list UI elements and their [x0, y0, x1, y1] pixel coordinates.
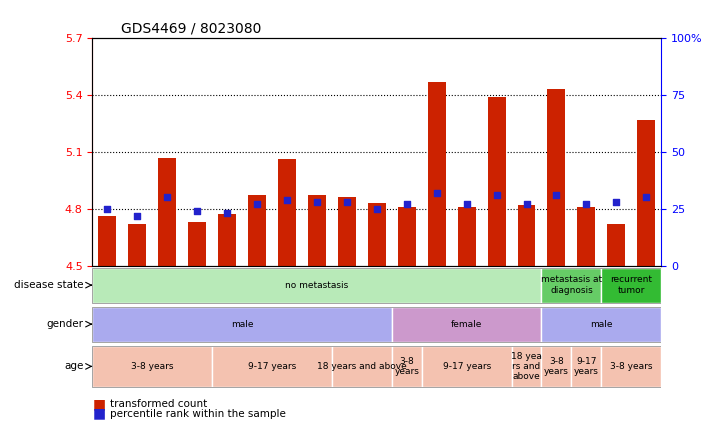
Point [252, 201, 263, 208]
FancyBboxPatch shape [392, 346, 422, 387]
Point [102, 205, 113, 212]
Point [311, 198, 323, 205]
FancyBboxPatch shape [92, 268, 542, 303]
FancyBboxPatch shape [572, 346, 602, 387]
Text: 3-8
years: 3-8 years [395, 357, 419, 376]
Point [132, 212, 143, 219]
Bar [129, 224, 146, 266]
Point [282, 196, 293, 203]
FancyBboxPatch shape [602, 346, 661, 387]
Text: no metastasis: no metastasis [285, 280, 348, 290]
FancyBboxPatch shape [511, 346, 542, 387]
Bar [98, 216, 117, 266]
Point [431, 190, 442, 196]
FancyBboxPatch shape [92, 346, 212, 387]
Point [551, 192, 562, 198]
Point [221, 210, 232, 217]
Text: recurrent
tumor: recurrent tumor [610, 275, 652, 295]
Bar [397, 207, 416, 266]
Point [461, 201, 472, 208]
Point [401, 201, 412, 208]
Bar [368, 203, 386, 266]
Bar [488, 97, 506, 266]
Text: 3-8 years: 3-8 years [610, 362, 653, 371]
Text: male: male [590, 320, 613, 329]
Bar [428, 82, 446, 266]
Text: 18 yea
rs and
above: 18 yea rs and above [511, 352, 542, 381]
Bar [637, 120, 656, 266]
Text: 9-17 years: 9-17 years [442, 362, 491, 371]
FancyBboxPatch shape [542, 307, 661, 342]
Text: disease state: disease state [14, 280, 83, 290]
Point [521, 201, 533, 208]
Text: female: female [451, 320, 482, 329]
Text: gender: gender [46, 319, 83, 329]
FancyBboxPatch shape [92, 307, 392, 342]
Bar [607, 224, 625, 266]
Text: ■: ■ [92, 397, 105, 411]
Bar [218, 214, 236, 266]
Text: 9-17
years: 9-17 years [574, 357, 599, 376]
Point [341, 198, 353, 205]
Text: percentile rank within the sample: percentile rank within the sample [110, 409, 286, 419]
FancyBboxPatch shape [422, 346, 511, 387]
Point [491, 192, 502, 198]
Bar [547, 89, 565, 266]
Bar [248, 195, 266, 266]
Text: ■: ■ [92, 407, 105, 421]
Text: 3-8 years: 3-8 years [131, 362, 173, 371]
Bar [278, 159, 296, 266]
Text: metastasis at
diagnosis: metastasis at diagnosis [541, 275, 602, 295]
Text: age: age [64, 361, 83, 371]
Bar [458, 207, 476, 266]
Bar [338, 198, 356, 266]
FancyBboxPatch shape [602, 268, 661, 303]
Point [611, 198, 622, 205]
FancyBboxPatch shape [212, 346, 332, 387]
FancyBboxPatch shape [542, 346, 572, 387]
Bar [518, 205, 535, 266]
Bar [188, 222, 206, 266]
Bar [577, 207, 595, 266]
Text: GDS4469 / 8023080: GDS4469 / 8023080 [121, 22, 261, 36]
Point [191, 208, 203, 214]
FancyBboxPatch shape [542, 268, 602, 303]
Text: 18 years and above: 18 years and above [317, 362, 407, 371]
Bar [159, 157, 176, 266]
Bar [308, 195, 326, 266]
FancyBboxPatch shape [392, 307, 542, 342]
Text: transformed count: transformed count [110, 399, 208, 409]
Text: 9-17 years: 9-17 years [248, 362, 296, 371]
Point [641, 194, 652, 201]
Text: male: male [231, 320, 253, 329]
Text: 3-8
years: 3-8 years [544, 357, 569, 376]
FancyBboxPatch shape [332, 346, 392, 387]
Point [371, 205, 383, 212]
Point [161, 194, 173, 201]
Point [581, 201, 592, 208]
